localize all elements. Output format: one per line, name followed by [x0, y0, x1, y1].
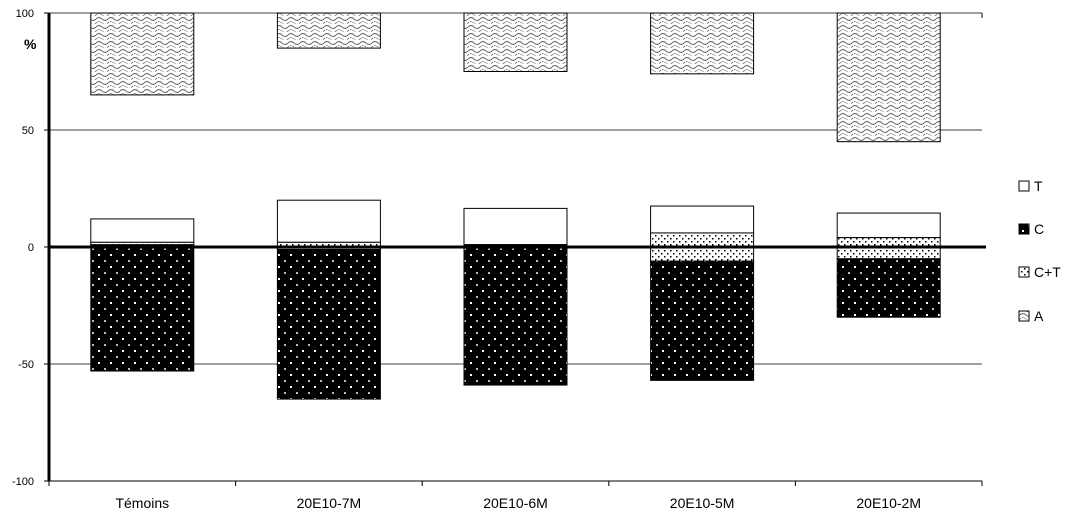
legend-swatch-0 [1018, 180, 1030, 192]
y-tick-label-2: 0 [28, 242, 34, 254]
legend-swatch-3 [1018, 310, 1030, 322]
bar-a-0 [90, 12, 195, 96]
bar-t-3 [650, 205, 755, 234]
bar-t-1 [276, 199, 381, 243]
bars [90, 12, 941, 400]
bar-t-2 [463, 207, 568, 246]
legend-label-0: T [1034, 178, 1043, 194]
category-labels: Témoins 20E10-7M 20E10-6M 20E10-5M 20E10-2M [115, 495, 921, 511]
legend-label-1: C [1034, 221, 1044, 237]
bar-a-3 [650, 12, 755, 75]
category-label-3: 20E10-5M [670, 495, 735, 511]
y-axis-label: % [24, 36, 37, 52]
category-label-0: Témoins [115, 495, 169, 511]
bar-t-4 [836, 212, 941, 239]
bar-c-4 [836, 258, 941, 318]
legend: T C C+T A [1018, 178, 1061, 324]
axes [44, 12, 986, 486]
category-label-2: 20E10-6M [483, 495, 548, 511]
y-tick-label-1: 50 [22, 125, 34, 137]
bar-a-4 [836, 12, 941, 143]
bar-c-0 [90, 244, 195, 372]
bar-a-1 [276, 12, 381, 49]
category-label-1: 20E10-7M [297, 495, 362, 511]
bar-cplust-0 [90, 241, 195, 246]
bar-a-2 [463, 12, 568, 72]
bar-c-1 [276, 248, 381, 400]
legend-swatch-2 [1018, 266, 1030, 278]
bar-t-0 [90, 218, 195, 243]
legend-label-2: C+T [1034, 264, 1061, 280]
y-tick-labels: 100 50 0 -50 -100 [12, 8, 34, 488]
bar-c-3 [650, 260, 755, 381]
category-label-4: 20E10-2M [856, 495, 921, 511]
y-tick-label-0: 100 [16, 8, 34, 20]
legend-label-3: A [1034, 308, 1044, 324]
y-tick-label-3: -50 [18, 359, 34, 371]
legend-swatch-1 [1018, 223, 1030, 235]
y-tick-label-4: -100 [12, 476, 34, 488]
bar-c-2 [463, 244, 568, 386]
